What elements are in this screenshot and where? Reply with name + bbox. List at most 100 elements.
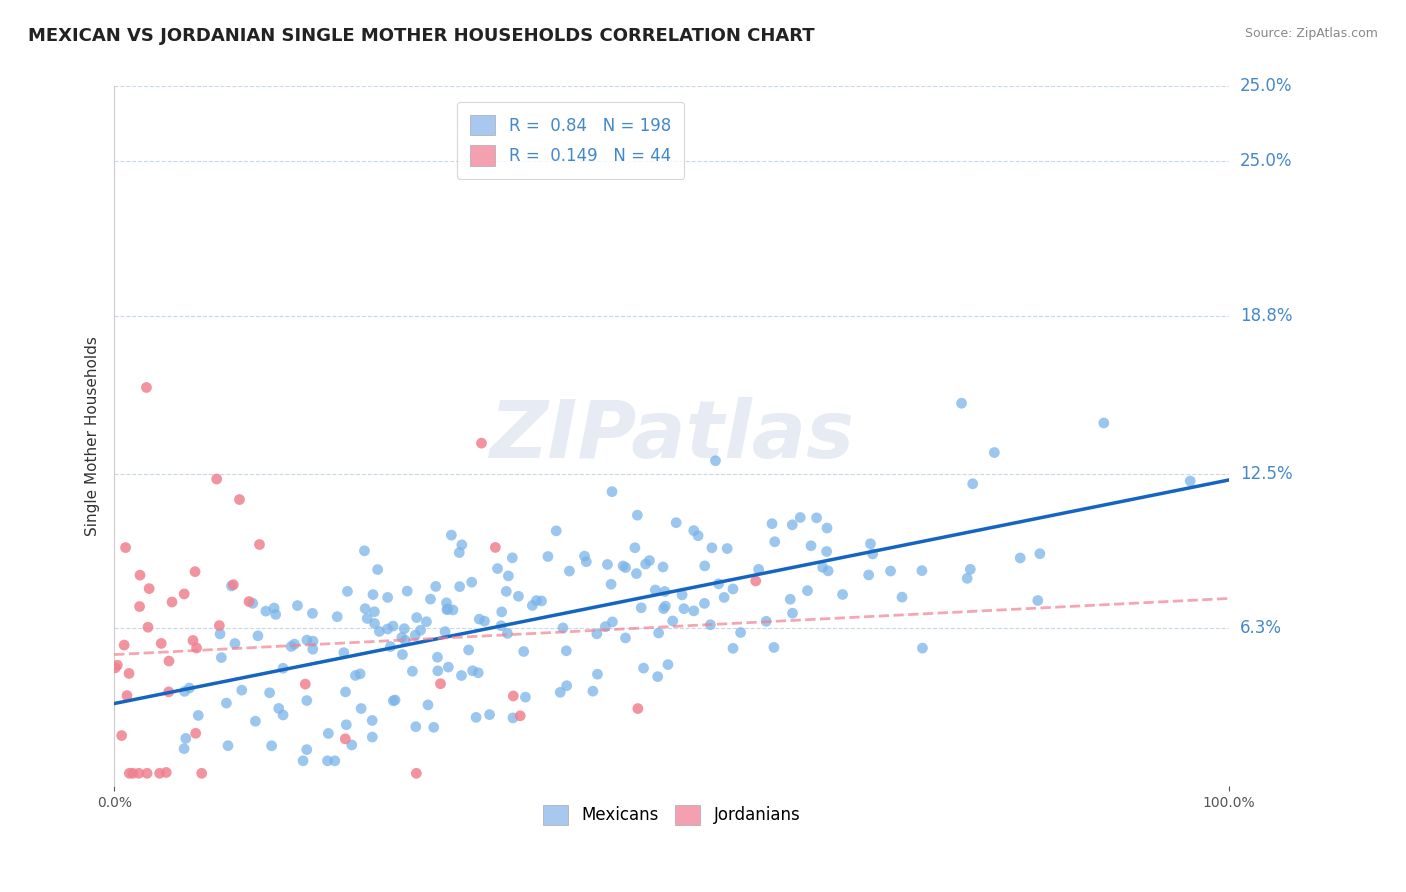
Point (496, 626, 519, 640)
Point (498, 569, 520, 583)
Point (401, 665, 423, 679)
Point (526, 593, 548, 607)
Point (614, 631, 637, 645)
Point (744, 574, 766, 588)
Point (484, 541, 506, 555)
Point (831, 587, 853, 601)
Point (522, 599, 544, 613)
Point (419, 592, 441, 607)
Point (461, 575, 484, 590)
Point (118, 766, 141, 780)
Point (699, 617, 721, 632)
Point (595, 620, 617, 634)
Point (150, 636, 173, 650)
Point (316, 754, 339, 768)
Point (950, 396, 973, 410)
Point (879, 564, 901, 578)
Point (238, 594, 260, 608)
Point (956, 571, 979, 585)
Point (647, 670, 669, 684)
Point (672, 601, 695, 615)
Point (661, 614, 683, 628)
Point (205, 472, 228, 486)
Point (135, 380, 157, 394)
Y-axis label: Single Mother Households: Single Mother Households (86, 336, 100, 536)
Point (441, 603, 464, 617)
Point (114, 541, 136, 555)
Point (789, 510, 811, 524)
Point (555, 679, 578, 693)
Point (361, 588, 384, 602)
Point (363, 605, 385, 619)
Point (361, 730, 384, 744)
Point (700, 541, 723, 555)
Point (558, 564, 581, 578)
Point (512, 644, 534, 658)
Point (173, 741, 195, 756)
Point (287, 599, 309, 613)
Point (624, 541, 647, 555)
Point (174, 731, 197, 746)
Point (349, 666, 371, 681)
Point (730, 625, 752, 640)
Point (537, 549, 560, 564)
Point (301, 607, 323, 621)
Point (815, 521, 838, 535)
Point (654, 584, 676, 599)
Point (983, 445, 1005, 459)
Point (367, 563, 389, 577)
Point (425, 579, 447, 593)
Point (911, 564, 934, 578)
Point (363, 616, 385, 631)
Point (501, 550, 523, 565)
Point (440, 528, 463, 542)
Point (548, 685, 571, 699)
Point (173, 587, 195, 601)
Point (396, 584, 419, 599)
Point (602, 615, 624, 629)
Point (391, 631, 413, 645)
Point (138, 582, 160, 596)
Point (382, 619, 405, 633)
Point (862, 547, 884, 561)
Point (228, 492, 250, 507)
Point (627, 701, 650, 715)
Point (478, 707, 501, 722)
Point (461, 664, 484, 678)
Point (382, 694, 405, 708)
Point (647, 626, 669, 640)
Point (429, 677, 451, 691)
Point (682, 604, 704, 618)
Point (184, 726, 207, 740)
Point (586, 667, 609, 681)
Point (271, 708, 294, 723)
Point (136, 766, 159, 780)
Point (1026, 593, 1049, 607)
Point (426, 664, 449, 678)
Point (779, 592, 801, 607)
Point (713, 591, 735, 605)
Point (546, 524, 568, 538)
Point (450, 538, 472, 552)
Point (626, 566, 648, 581)
Point (264, 607, 287, 622)
Point (384, 693, 406, 707)
Point (762, 640, 785, 655)
Point (796, 583, 818, 598)
Text: Source: ZipAtlas.com: Source: ZipAtlas.com (1244, 27, 1378, 40)
Point (121, 766, 143, 780)
Point (295, 633, 318, 648)
Point (780, 517, 803, 532)
Point (644, 582, 666, 597)
Text: 12.5%: 12.5% (1240, 465, 1292, 483)
Point (340, 738, 363, 752)
Point (377, 622, 399, 636)
Point (474, 614, 496, 628)
Point (335, 717, 357, 731)
Point (633, 661, 655, 675)
Point (118, 666, 141, 681)
Point (157, 685, 180, 699)
Point (173, 684, 195, 698)
Point (111, 729, 134, 743)
Point (502, 711, 524, 725)
